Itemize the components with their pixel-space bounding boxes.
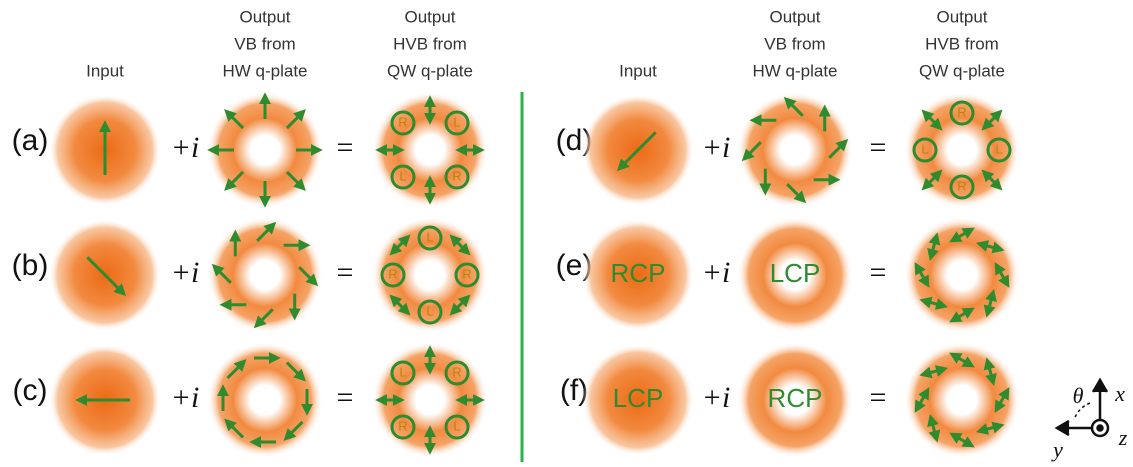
plus-i: +i [171, 256, 200, 289]
equals: = [337, 131, 354, 164]
plus-i: +i [171, 381, 200, 414]
handedness-label: R [398, 114, 407, 129]
column-header: VB from [234, 34, 295, 53]
plus-i: +i [702, 131, 731, 164]
handedness-label: L [453, 114, 460, 129]
equals: = [870, 256, 887, 289]
column-header: HW q-plate [222, 61, 307, 80]
row-label: (b) [12, 249, 49, 282]
plus-i: +i [171, 131, 200, 164]
column-header: Output [239, 7, 290, 26]
vb-text: RCP [768, 383, 823, 413]
row-label: (c) [13, 374, 48, 407]
handedness-label: L [399, 364, 406, 379]
handedness-label: L [921, 141, 928, 156]
vb-text: LCP [770, 258, 821, 288]
handedness-label: L [453, 418, 460, 433]
column-header: HVB from [925, 34, 999, 53]
column-header: Output [769, 7, 820, 26]
handedness-label: R [957, 178, 966, 193]
equals: = [870, 381, 887, 414]
axis-z: z [1118, 425, 1128, 450]
column-header: QW q-plate [919, 61, 1005, 80]
handedness-label: R [398, 418, 407, 433]
handedness-label: R [452, 168, 461, 183]
column-header: HVB from [393, 34, 467, 53]
figure: θ x y z Input Output VB from HW q-plate Outp… [0, 0, 1133, 467]
equals: = [870, 131, 887, 164]
handedness-label: L [426, 229, 433, 244]
axis-y: y [1051, 437, 1063, 462]
plus-i: +i [702, 256, 731, 289]
handedness-label: L [399, 168, 406, 183]
handedness-label: R [452, 364, 461, 379]
handedness-label: R [957, 104, 966, 119]
plus-i: +i [702, 381, 731, 414]
column-header: Input [619, 61, 657, 80]
handedness-label: L [426, 303, 433, 318]
input-text: RCP [611, 258, 666, 288]
axis-theta: θ [1073, 383, 1084, 408]
column-header: Output [936, 7, 987, 26]
column-header: HW q-plate [752, 61, 837, 80]
column-header: Output [404, 7, 455, 26]
axis-x: x [1114, 381, 1125, 406]
equals: = [337, 256, 354, 289]
column-header: QW q-plate [387, 61, 473, 80]
input-text: LCP [613, 383, 664, 413]
handedness-label: L [995, 141, 1002, 156]
handedness-label: R [462, 266, 471, 281]
equals: = [337, 381, 354, 414]
column-header: VB from [764, 34, 825, 53]
row-label: (a) [12, 124, 49, 157]
column-header: Input [86, 61, 124, 80]
handedness-label: R [388, 266, 397, 281]
